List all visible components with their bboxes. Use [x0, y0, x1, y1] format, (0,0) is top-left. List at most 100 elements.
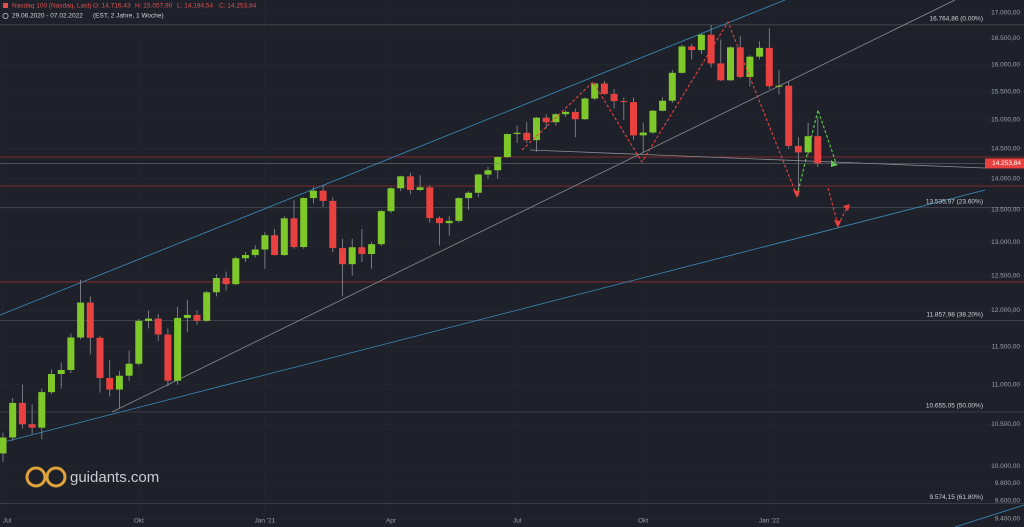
- candle-body: [57, 369, 65, 375]
- candle-body: [387, 188, 395, 212]
- logo-ring: [45, 466, 67, 488]
- channel-upper: [0, 0, 786, 316]
- candle-body: [319, 190, 327, 201]
- candle-body: [533, 117, 540, 141]
- watermark: guidants.com: [70, 469, 159, 486]
- header-icon: [3, 3, 8, 8]
- arrow-heads: [793, 160, 850, 228]
- candle-body: [135, 320, 143, 364]
- candle-body: [416, 187, 424, 190]
- candle-body: [280, 218, 288, 256]
- y-tick-label: 14.500,00: [991, 146, 1020, 153]
- candle-body: [193, 314, 201, 321]
- y-tick-label: 12.500,00: [991, 272, 1020, 279]
- ohlc-open: O: 14.716,43: [93, 3, 131, 10]
- ohlc-low: L: 14.194,54: [177, 3, 214, 10]
- arrow-head: [843, 204, 850, 211]
- candle-body: [125, 363, 133, 376]
- x-tick-label: Jan '22: [759, 518, 780, 525]
- y-tick-label: 16.000,00: [991, 61, 1020, 68]
- y-tick-label: 16.500,00: [991, 35, 1020, 42]
- candle-body: [377, 211, 385, 245]
- fib-label: 13.535,97 (23.60%): [926, 198, 983, 205]
- candle-body: [474, 174, 482, 193]
- candle-body: [794, 145, 802, 153]
- candle-body: [678, 46, 686, 73]
- candle-body: [503, 134, 511, 158]
- candle-body: [271, 235, 279, 256]
- candle-body: [659, 100, 667, 111]
- candle-body: [0, 437, 7, 454]
- candle-body: [9, 402, 17, 438]
- candle-body: [145, 318, 152, 321]
- y-tick-label: 11.000,00: [992, 381, 1021, 388]
- watermark-logo: [25, 466, 67, 488]
- y-tick-label: 14.000,00: [991, 176, 1020, 183]
- candle-body: [164, 334, 172, 381]
- candle-body: [300, 198, 308, 248]
- candle-body: [436, 218, 443, 224]
- candle-body: [154, 318, 162, 335]
- candle-body: [804, 136, 812, 153]
- ohlc-high: H: 15.057,90: [135, 3, 173, 10]
- candle-body: [736, 47, 744, 77]
- red-projection: [827, 187, 839, 226]
- candle-body: [581, 98, 589, 120]
- y-tick-label: 11.500,00: [992, 344, 1021, 351]
- last-price-tag: [985, 158, 1024, 169]
- y-tick-label: 15.000,00: [991, 117, 1020, 124]
- candle-body: [48, 374, 55, 393]
- clock-icon: [2, 13, 9, 19]
- candle-body: [562, 111, 570, 115]
- arrow-head: [834, 220, 841, 228]
- y-tick-label: 13.500,00: [991, 207, 1020, 214]
- candle-body: [106, 378, 114, 390]
- candle-body: [620, 101, 628, 103]
- candle-body: [484, 170, 492, 175]
- candle-body: [174, 317, 182, 381]
- neckline: [529, 149, 986, 169]
- candle-body: [222, 277, 230, 285]
- candle-body: [251, 249, 259, 256]
- x-tick-label: Okt: [638, 518, 648, 525]
- period: 29.06.2020 - 07.02.2022: [12, 13, 83, 20]
- trend-line: [111, 0, 956, 413]
- fib-label: 16.764,86 (0.00%): [930, 16, 983, 23]
- instrument-title: Nasdaq 100 (Nasdaq, Last): [12, 3, 92, 10]
- y-tick-label: 9.600,00: [995, 498, 1021, 505]
- candle-body: [610, 93, 618, 102]
- candle-body: [707, 34, 715, 64]
- candles: [0, 24, 822, 462]
- candle-body: [86, 302, 94, 338]
- candle-body: [600, 83, 608, 94]
- candle-body: [591, 83, 599, 99]
- candle-body: [77, 302, 85, 338]
- y-tick-label: 10.000,00: [991, 463, 1020, 470]
- candle-body: [232, 258, 240, 285]
- candle-body: [814, 136, 822, 164]
- candle-body: [542, 117, 550, 123]
- y-tick-label: 10.500,00: [991, 421, 1020, 428]
- candle-body: [465, 192, 473, 199]
- fib-label: 11.857,98 (38.20%): [926, 311, 983, 318]
- candle-body: [242, 255, 249, 259]
- candle-body: [455, 198, 463, 221]
- candle-body: [785, 85, 793, 146]
- fib-label: 9.574,15 (61.80%): [930, 494, 983, 501]
- x-tick-label: Jul: [513, 518, 522, 525]
- candle-body: [339, 248, 346, 265]
- candle-body: [348, 247, 356, 265]
- candle-body: [406, 176, 414, 190]
- candle-body: [639, 132, 647, 136]
- last-price-label: 14.253,84: [992, 160, 1021, 167]
- candle-body: [18, 402, 26, 425]
- logo-ring: [25, 466, 47, 488]
- candle-body: [290, 218, 298, 248]
- green-zigzag: [796, 108, 837, 197]
- channel-lower: [0, 189, 986, 444]
- candle-body: [28, 424, 36, 428]
- x-tick-label: Jul: [3, 518, 12, 525]
- y-tick-label: 9.400,00: [995, 516, 1021, 523]
